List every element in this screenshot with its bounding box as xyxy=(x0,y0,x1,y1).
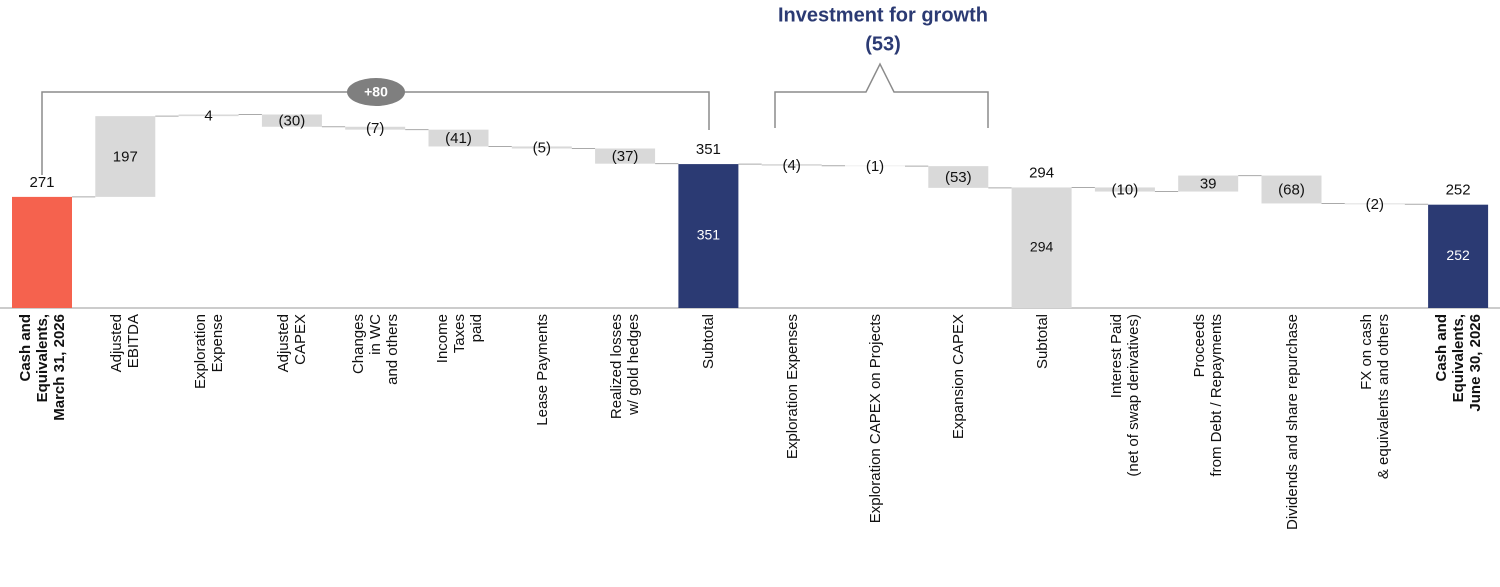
bracket-badge xyxy=(347,78,405,106)
bar xyxy=(511,146,572,149)
value-label: 39 xyxy=(1200,176,1217,193)
category-text: Adjusted CAPEX xyxy=(274,314,309,373)
bar xyxy=(1178,175,1239,192)
category-text: Cash and Equivalents, June 30, 2026 xyxy=(1432,314,1484,412)
value-label-inner: 351 xyxy=(697,227,721,243)
x-tick-label: Exploration Expense xyxy=(169,314,249,582)
bar xyxy=(1261,175,1322,204)
value-label: 4 xyxy=(204,107,212,124)
value-label: (41) xyxy=(445,130,472,147)
bar xyxy=(12,196,72,308)
bar xyxy=(345,126,406,130)
value-label-inner: 252 xyxy=(1446,247,1470,263)
value-label: (1) xyxy=(866,158,884,175)
x-tick-label: Subtotal xyxy=(668,314,748,582)
x-tick-label: Proceeds from Debt / Repayments xyxy=(1168,314,1248,582)
category-text: Exploration Expense xyxy=(191,314,226,390)
value-label-inner: 294 xyxy=(1030,238,1054,254)
category-text: Realized losses w/ gold hedges xyxy=(608,314,643,420)
bar xyxy=(95,116,156,197)
x-tick-label: Adjusted CAPEX xyxy=(252,314,332,582)
value-label: 271 xyxy=(29,174,54,191)
category-text: Adjusted EBITDA xyxy=(108,314,143,373)
value-label: (53) xyxy=(945,169,972,186)
category-text: Cash and Equivalents, March 31, 2026 xyxy=(16,314,68,421)
value-label: (30) xyxy=(279,113,306,130)
category-text: Proceeds from Debt / Repayments xyxy=(1191,314,1226,477)
bar xyxy=(678,164,739,308)
bar xyxy=(595,148,656,164)
bar xyxy=(1011,187,1072,308)
category-text: Interest Paid (net of swap derivatives) xyxy=(1107,314,1142,477)
value-label: 294 xyxy=(1029,164,1054,181)
value-label: (4) xyxy=(783,157,801,174)
bar xyxy=(261,114,322,127)
bar xyxy=(761,164,822,166)
value-label: (10) xyxy=(1112,181,1139,198)
value-label: (68) xyxy=(1278,181,1305,198)
growth-bracket xyxy=(774,62,989,128)
category-text: Changes in WC and others xyxy=(349,314,401,385)
value-label: 252 xyxy=(1446,182,1471,199)
value-label: 197 xyxy=(113,148,138,165)
category-text: Dividends and share repurchase xyxy=(1283,314,1300,530)
x-tick-label: Realized losses w/ gold hedges xyxy=(585,314,665,582)
value-label: (37) xyxy=(612,148,639,165)
x-tick-label: Adjusted EBITDA xyxy=(85,314,165,582)
category-text: Subtotal xyxy=(699,314,717,370)
bar xyxy=(1344,203,1405,205)
x-tick-label: Changes in WC and others xyxy=(335,314,415,582)
x-tick-label: Expansion CAPEX xyxy=(918,314,998,582)
category-text: Exploration CAPEX on Projects xyxy=(866,314,884,524)
category-text: Expansion CAPEX xyxy=(949,314,967,440)
value-label: (2) xyxy=(1366,196,1384,213)
x-tick-label: FX on cash & equivalents and others xyxy=(1335,314,1415,582)
bar xyxy=(1094,187,1155,192)
bracket-label: +80 xyxy=(364,84,388,100)
value-label: (5) xyxy=(533,139,551,156)
x-tick-label: Exploration CAPEX on Projects xyxy=(835,314,915,582)
x-tick-label: Cash and Equivalents, March 31, 2026 xyxy=(2,314,82,582)
bar xyxy=(178,114,239,117)
category-text: Income Taxes paid xyxy=(433,314,484,364)
category-text: Subtotal xyxy=(1033,314,1051,370)
x-tick-label: Lease Payments xyxy=(502,314,582,582)
bar xyxy=(1428,204,1489,308)
growth-value: (53) xyxy=(865,33,901,55)
value-label: 351 xyxy=(696,141,721,158)
x-tick-label: Exploration Expenses xyxy=(752,314,832,582)
category-text: Lease Payments xyxy=(533,314,551,426)
x-tick-label: Income Taxes paid xyxy=(419,314,499,582)
growth-title: Investment for growth xyxy=(778,4,988,26)
x-tick-label: Subtotal xyxy=(1002,314,1082,582)
value-label: (7) xyxy=(366,120,384,137)
category-text: FX on cash & equivalents and others xyxy=(1357,314,1392,480)
category-text: Exploration Expenses xyxy=(783,314,801,460)
bar xyxy=(428,129,489,147)
x-tick-label: Dividends and share repurchase xyxy=(1252,314,1332,582)
bar xyxy=(928,166,989,188)
x-tick-label: Interest Paid (net of swap derivatives) xyxy=(1085,314,1165,582)
x-tick-label: Cash and Equivalents, June 30, 2026 xyxy=(1418,314,1498,582)
